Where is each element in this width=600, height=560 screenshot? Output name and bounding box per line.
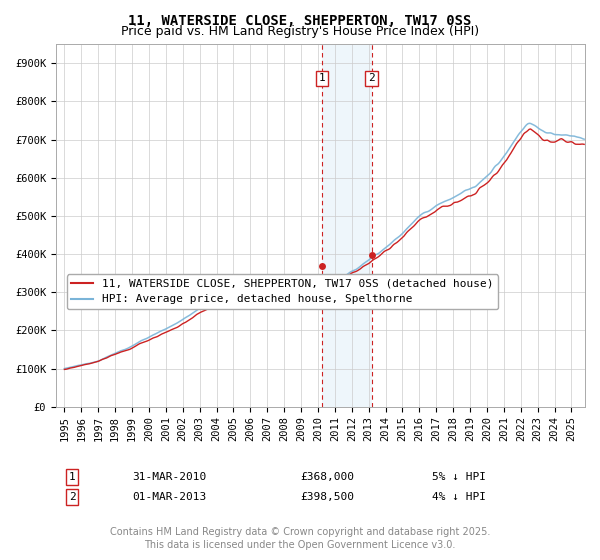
Text: Price paid vs. HM Land Registry's House Price Index (HPI): Price paid vs. HM Land Registry's House … (121, 25, 479, 38)
Text: 1: 1 (319, 73, 326, 83)
Text: 31-MAR-2010: 31-MAR-2010 (132, 472, 206, 482)
Legend: 11, WATERSIDE CLOSE, SHEPPERTON, TW17 0SS (detached house), HPI: Average price, : 11, WATERSIDE CLOSE, SHEPPERTON, TW17 0S… (67, 274, 499, 309)
Text: 11, WATERSIDE CLOSE, SHEPPERTON, TW17 0SS: 11, WATERSIDE CLOSE, SHEPPERTON, TW17 0S… (128, 14, 472, 28)
Text: 2: 2 (368, 73, 375, 83)
Text: Contains HM Land Registry data © Crown copyright and database right 2025.
This d: Contains HM Land Registry data © Crown c… (110, 527, 490, 550)
Text: £398,500: £398,500 (300, 492, 354, 502)
Text: 1: 1 (68, 472, 76, 482)
Text: 01-MAR-2013: 01-MAR-2013 (132, 492, 206, 502)
Text: £368,000: £368,000 (300, 472, 354, 482)
Text: 2: 2 (68, 492, 76, 502)
Text: 4% ↓ HPI: 4% ↓ HPI (432, 492, 486, 502)
Bar (322, 44, 371, 407)
Text: 5% ↓ HPI: 5% ↓ HPI (432, 472, 486, 482)
